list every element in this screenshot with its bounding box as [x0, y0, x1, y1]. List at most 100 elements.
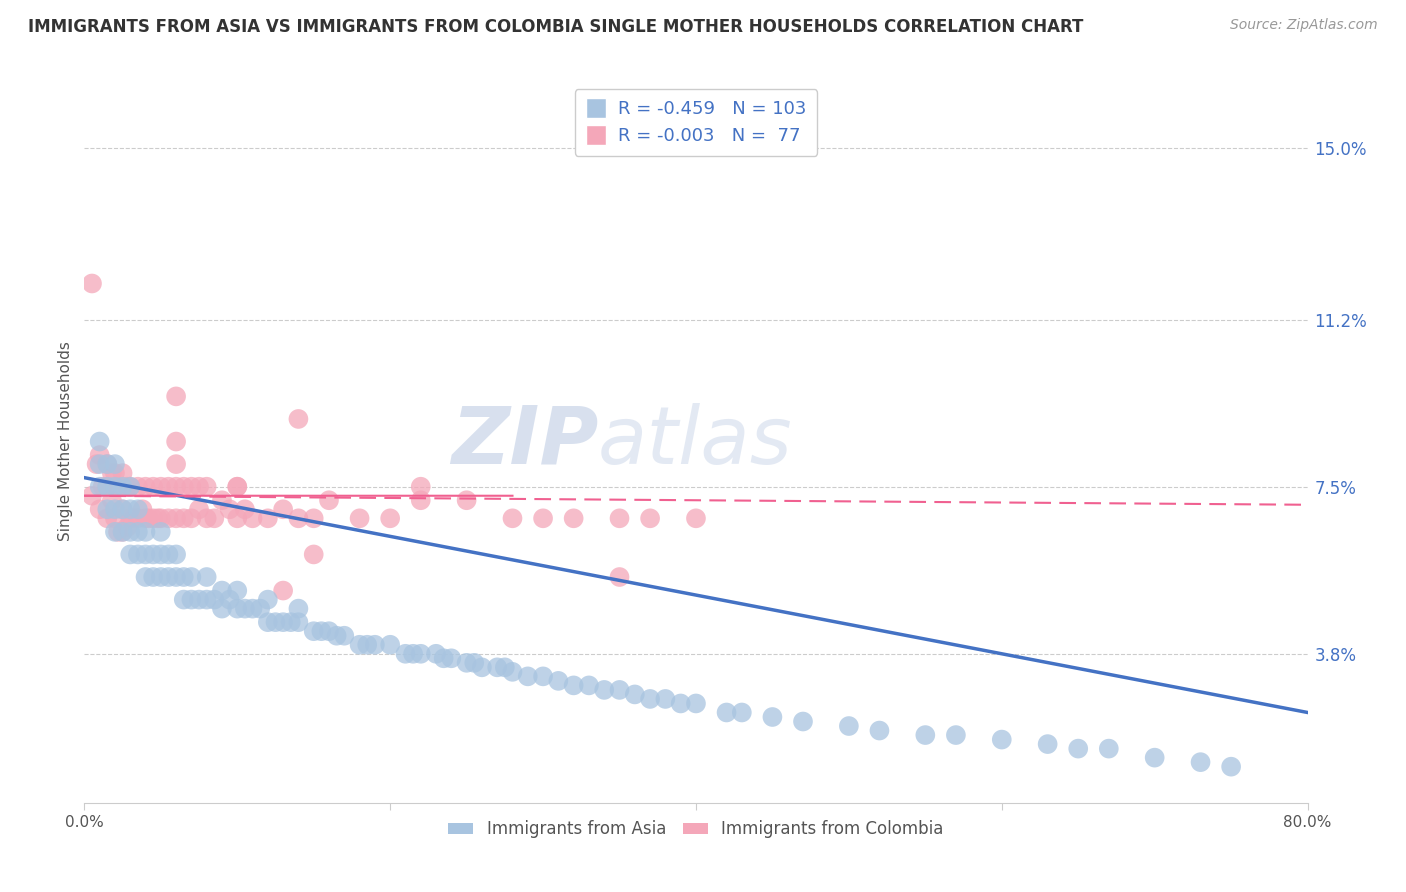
Point — [188, 502, 211, 516]
Point — [356, 638, 378, 652]
Point — [165, 548, 187, 562]
Point — [173, 592, 195, 607]
Point — [104, 502, 127, 516]
Point — [149, 570, 172, 584]
Point — [562, 511, 585, 525]
Point — [111, 466, 134, 480]
Point — [280, 615, 302, 630]
Point — [242, 601, 264, 615]
Point — [173, 511, 195, 525]
Point — [96, 457, 118, 471]
Point — [149, 548, 172, 562]
Point — [685, 511, 707, 525]
Point — [120, 480, 142, 494]
Point — [364, 638, 387, 652]
Point — [165, 457, 187, 471]
Point — [165, 434, 187, 449]
Point — [149, 524, 172, 539]
Point — [120, 511, 142, 525]
Point — [135, 548, 157, 562]
Point — [1220, 760, 1243, 774]
Point — [107, 480, 129, 494]
Point — [149, 511, 172, 525]
Point — [142, 480, 165, 494]
Point — [120, 502, 142, 516]
Point — [127, 524, 149, 539]
Point — [173, 480, 195, 494]
Point — [104, 457, 127, 471]
Point — [609, 570, 631, 584]
Point — [146, 511, 169, 525]
Point — [104, 466, 127, 480]
Point — [115, 520, 138, 534]
Point — [107, 524, 129, 539]
Point — [86, 457, 108, 471]
Point — [869, 723, 891, 738]
Point — [202, 511, 225, 525]
Point — [80, 489, 103, 503]
Point — [165, 570, 187, 584]
Point — [380, 638, 402, 652]
Point — [233, 601, 256, 615]
Y-axis label: Single Mother Households: Single Mother Households — [58, 342, 73, 541]
Point — [226, 511, 249, 525]
Point — [531, 669, 554, 683]
Point — [264, 615, 287, 630]
Text: IMMIGRANTS FROM ASIA VS IMMIGRANTS FROM COLOMBIA SINGLE MOTHER HOUSEHOLDS CORREL: IMMIGRANTS FROM ASIA VS IMMIGRANTS FROM … — [28, 18, 1084, 36]
Point — [80, 277, 103, 291]
Point — [104, 524, 127, 539]
Point — [945, 728, 967, 742]
Point — [127, 548, 149, 562]
Point — [120, 480, 142, 494]
Point — [195, 511, 218, 525]
Point — [562, 678, 585, 692]
Point — [188, 592, 211, 607]
Point — [111, 502, 134, 516]
Point — [638, 511, 661, 525]
Point — [195, 592, 218, 607]
Point — [1143, 750, 1166, 764]
Point — [101, 493, 124, 508]
Point — [135, 570, 157, 584]
Point — [271, 583, 294, 598]
Point — [271, 615, 294, 630]
Point — [89, 502, 111, 516]
Point — [914, 728, 936, 742]
Point — [89, 448, 111, 462]
Point — [211, 601, 233, 615]
Point — [311, 624, 333, 639]
Point — [127, 502, 149, 516]
Point — [494, 660, 516, 674]
Point — [180, 480, 202, 494]
Point — [531, 511, 554, 525]
Point — [165, 511, 187, 525]
Point — [180, 511, 202, 525]
Point — [173, 570, 195, 584]
Point — [120, 548, 142, 562]
Point — [287, 412, 309, 426]
Point — [257, 592, 280, 607]
Point — [471, 660, 494, 674]
Point — [792, 714, 814, 729]
Point — [257, 511, 280, 525]
Point — [142, 548, 165, 562]
Point — [402, 647, 425, 661]
Point — [226, 480, 249, 494]
Point — [157, 548, 180, 562]
Point — [271, 502, 294, 516]
Point — [122, 511, 145, 525]
Point — [838, 719, 860, 733]
Point — [409, 647, 432, 661]
Point — [115, 480, 138, 494]
Point — [211, 493, 233, 508]
Point — [257, 615, 280, 630]
Text: ZIP: ZIP — [451, 402, 598, 481]
Point — [111, 480, 134, 494]
Point — [226, 583, 249, 598]
Point — [761, 710, 783, 724]
Point — [202, 592, 225, 607]
Point — [502, 511, 524, 525]
Point — [685, 697, 707, 711]
Point — [440, 651, 463, 665]
Point — [380, 511, 402, 525]
